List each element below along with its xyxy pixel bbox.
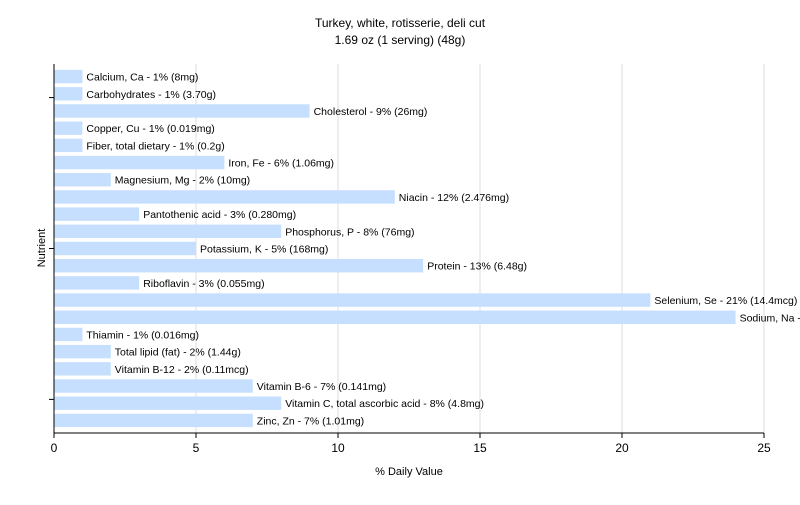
- chart-title: Turkey, white, rotisserie, deli cut: [314, 16, 486, 30]
- bar-label-7: Niacin - 12% (2.476mg): [399, 192, 509, 204]
- bar-14: [54, 310, 736, 324]
- y-axis-label: Nutrient: [36, 228, 48, 268]
- bar-8: [54, 207, 140, 221]
- bar-5: [54, 155, 225, 170]
- bar-label-12: Riboflavin - 3% (0.055mg): [143, 278, 264, 290]
- bar-2: [54, 104, 310, 118]
- bar-7: [54, 190, 395, 204]
- bar-label-11: Protein - 13% (6.48g): [427, 261, 527, 273]
- bar-3: [54, 121, 83, 135]
- bar-label-17: Vitamin B-12 - 2% (0.11mcg): [115, 364, 249, 376]
- bar-1: [54, 87, 83, 101]
- bar-label-19: Vitamin C, total ascorbic acid - 8% (4.8…: [285, 398, 484, 410]
- bar-label-9: Phosphorus, P - 8% (76mg): [285, 226, 414, 238]
- bar-label-1: Carbohydrates - 1% (3.70g): [86, 89, 216, 101]
- bar-label-14: Sodium, Na - 24% (576mg): [740, 312, 800, 324]
- x-axis-label: % Daily Value: [375, 466, 443, 478]
- bar-4: [54, 138, 83, 153]
- x-tick-label-0: 0: [51, 441, 58, 455]
- bar-label-0: Calcium, Ca - 1% (8mg): [86, 72, 198, 84]
- bar-12: [54, 276, 140, 290]
- chart-subtitle: 1.69 oz (1 serving) (48g): [334, 33, 466, 47]
- bar-label-8: Pantothenic acid - 3% (0.280mg): [143, 209, 296, 221]
- bar-15: [54, 327, 83, 342]
- x-tick-label-4: 20: [615, 441, 629, 455]
- bar-0: [54, 69, 83, 84]
- bar-label-16: Total lipid (fat) - 2% (1.44g): [115, 347, 241, 359]
- bar-label-4: Fiber, total dietary - 1% (0.2g): [86, 140, 224, 152]
- bar-20: [54, 413, 253, 428]
- bar-10: [54, 241, 196, 256]
- bar-label-6: Magnesium, Mg - 2% (10mg): [115, 175, 250, 187]
- bar-label-20: Zinc, Zn - 7% (1.01mg): [257, 415, 364, 427]
- bar-label-18: Vitamin B-6 - 7% (0.141mg): [257, 381, 386, 393]
- bar-18: [54, 379, 253, 393]
- x-tick-label-5: 25: [757, 441, 771, 455]
- bar-label-10: Potassium, K - 5% (168mg): [200, 244, 328, 256]
- bar-16: [54, 344, 111, 359]
- bar-11: [54, 258, 424, 273]
- x-tick-label-2: 10: [331, 441, 345, 455]
- bar-17: [54, 362, 111, 376]
- bar-13: [54, 293, 651, 307]
- bar-label-15: Thiamin - 1% (0.016mg): [86, 329, 199, 341]
- bar-label-13: Selenium, Se - 21% (14.4mcg): [654, 295, 797, 307]
- bar-label-2: Cholesterol - 9% (26mg): [314, 106, 428, 118]
- bar-label-3: Copper, Cu - 1% (0.019mg): [86, 123, 214, 135]
- x-tick-label-3: 15: [473, 441, 487, 455]
- bar-19: [54, 396, 282, 410]
- bar-9: [54, 224, 282, 239]
- bar-label-5: Iron, Fe - 6% (1.06mg): [228, 158, 334, 170]
- x-tick-label-1: 5: [193, 441, 200, 455]
- bar-6: [54, 173, 111, 187]
